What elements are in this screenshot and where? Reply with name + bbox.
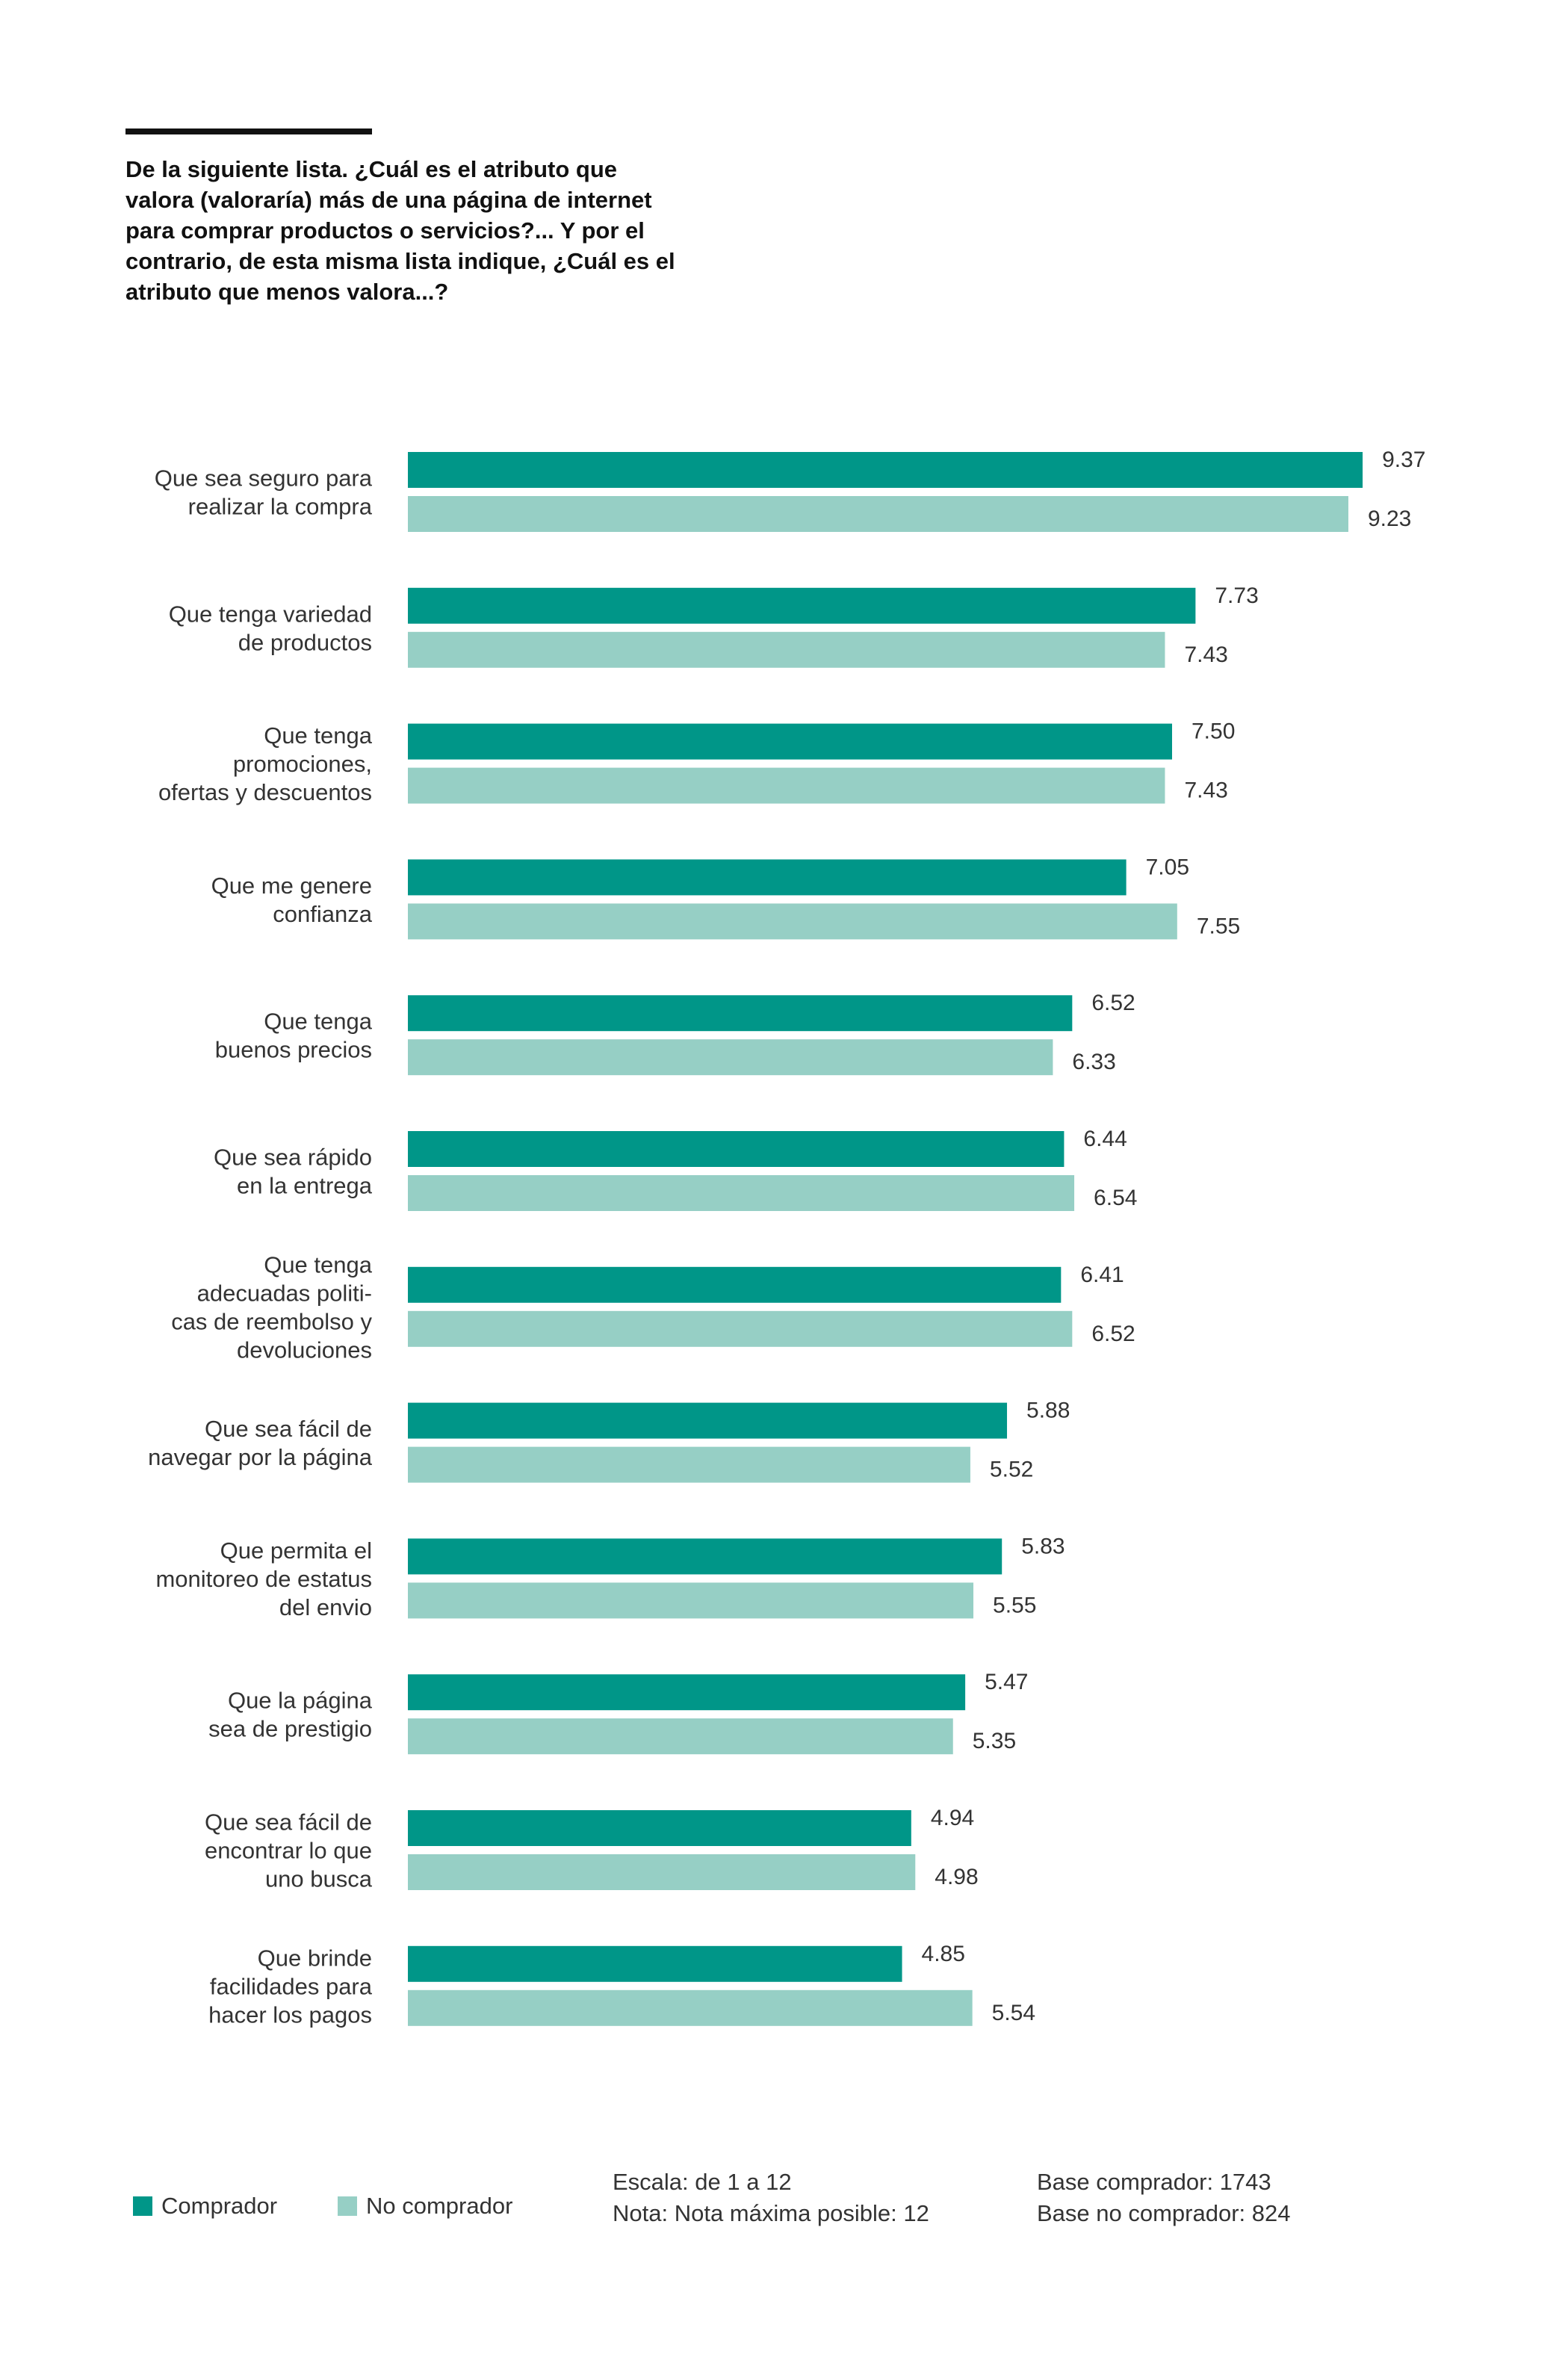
bar-no-comprador bbox=[408, 496, 1348, 532]
data-label-comprador: 5.83 bbox=[1021, 1534, 1065, 1558]
base-no-comprador-note: Base no comprador: 824 bbox=[1037, 2200, 1291, 2226]
bar-no-comprador bbox=[408, 903, 1177, 940]
category-label: Que sea fácil de navegar por la página bbox=[148, 1416, 373, 1470]
data-label-comprador: 7.05 bbox=[1146, 855, 1189, 879]
legend-no-comprador: No comprador bbox=[338, 2191, 512, 2221]
scale-note: Escala: de 1 a 12 bbox=[613, 2169, 792, 2195]
data-label-comprador: 6.41 bbox=[1080, 1263, 1124, 1287]
data-label-no-comprador: 6.54 bbox=[1094, 1186, 1137, 1210]
category-label: Que me genere confianza bbox=[211, 873, 373, 927]
data-label-no-comprador: 7.43 bbox=[1184, 642, 1227, 667]
scale-notes: Escala: de 1 a 12 Nota: Nota máxima posi… bbox=[613, 2167, 929, 2229]
bar-comprador bbox=[408, 723, 1172, 760]
base-comprador-note: Base comprador: 1743 bbox=[1037, 2169, 1271, 2195]
data-label-no-comprador: 5.54 bbox=[992, 2001, 1035, 2025]
bar-no-comprador bbox=[408, 1446, 970, 1483]
data-label-comprador: 9.37 bbox=[1382, 448, 1425, 472]
data-label-comprador: 4.85 bbox=[922, 1942, 965, 1966]
bar-no-comprador bbox=[408, 1989, 973, 2026]
bar-no-comprador bbox=[408, 631, 1165, 668]
bar-comprador bbox=[408, 1674, 966, 1711]
data-label-comprador: 7.50 bbox=[1192, 719, 1235, 744]
bar-comprador bbox=[408, 1538, 1003, 1575]
legend-comprador: Comprador bbox=[133, 2191, 277, 2221]
data-label-comprador: 4.94 bbox=[931, 1806, 974, 1830]
bar-comprador bbox=[408, 1402, 1008, 1439]
data-label-no-comprador: 5.35 bbox=[973, 1729, 1016, 1753]
bar-comprador bbox=[408, 1945, 902, 1982]
legend-label-comprador: Comprador bbox=[161, 2193, 278, 2219]
bar-comprador bbox=[408, 587, 1196, 624]
data-label-no-comprador: 5.52 bbox=[990, 1458, 1033, 1482]
data-label-no-comprador: 6.33 bbox=[1072, 1050, 1115, 1074]
bar-no-comprador bbox=[408, 1310, 1073, 1347]
bar-no-comprador bbox=[408, 1039, 1053, 1076]
category-label: Que tenga buenos precios bbox=[215, 1009, 373, 1063]
data-label-no-comprador: 7.43 bbox=[1184, 778, 1227, 803]
data-label-comprador: 5.88 bbox=[1026, 1399, 1070, 1423]
category-label: Que sea seguro para realizar la compra bbox=[155, 465, 373, 520]
data-label-no-comprador: 5.55 bbox=[993, 1593, 1036, 1617]
data-label-no-comprador: 4.98 bbox=[935, 1865, 978, 1889]
bar-no-comprador bbox=[408, 767, 1165, 804]
legend-swatch-no-comprador bbox=[338, 2196, 357, 2216]
bar-no-comprador bbox=[408, 1582, 974, 1619]
data-label-no-comprador: 9.23 bbox=[1368, 507, 1411, 531]
max-note: Nota: Nota máxima posible: 12 bbox=[613, 2200, 929, 2226]
data-label-comprador: 6.52 bbox=[1091, 991, 1135, 1015]
data-label-comprador: 5.47 bbox=[985, 1670, 1028, 1694]
base-notes: Base comprador: 1743 Base no comprador: … bbox=[1037, 2167, 1291, 2229]
bar-no-comprador bbox=[408, 1854, 916, 1890]
legend-swatch-comprador bbox=[133, 2196, 152, 2216]
category-label: Que la página sea de prestigio bbox=[208, 1688, 373, 1742]
category-label: Que sea rápido en la entrega bbox=[214, 1145, 373, 1199]
legend-label-no-comprador: No comprador bbox=[366, 2193, 513, 2219]
category-label: Que permita el monitoreo de estatus del en… bbox=[155, 1537, 372, 1620]
top-rule bbox=[125, 128, 372, 134]
bar-chart: Que sea seguro para realizar la compra 9.3… bbox=[148, 448, 1425, 2028]
data-label-no-comprador: 6.52 bbox=[1091, 1322, 1135, 1346]
bar-comprador bbox=[408, 452, 1363, 488]
category-label: Que brinde facilidades para hacer los pago… bbox=[208, 1945, 373, 2028]
bar-comprador bbox=[408, 1266, 1062, 1303]
category-label: Que tenga promociones, ofertas y descuento… bbox=[158, 722, 373, 805]
category-label: Que tenga variedad de productos bbox=[169, 601, 372, 655]
bar-comprador bbox=[408, 1131, 1065, 1167]
bar-no-comprador bbox=[408, 1175, 1075, 1211]
bar-no-comprador bbox=[408, 1718, 953, 1755]
bar-comprador bbox=[408, 1810, 911, 1846]
bar-comprador bbox=[408, 995, 1073, 1032]
data-label-comprador: 6.44 bbox=[1083, 1127, 1127, 1151]
category-label: Que tenga adecuadas politi-cas de reembol… bbox=[171, 1251, 373, 1363]
bar-comprador bbox=[408, 859, 1127, 896]
data-label-no-comprador: 7.55 bbox=[1197, 914, 1240, 938]
category-label: Que sea fácil de encontrar lo que uno busc… bbox=[205, 1809, 373, 1892]
data-label-comprador: 7.73 bbox=[1215, 583, 1258, 608]
question-title: De la siguiente lista. ¿Cuál es el atrib… bbox=[125, 156, 675, 305]
